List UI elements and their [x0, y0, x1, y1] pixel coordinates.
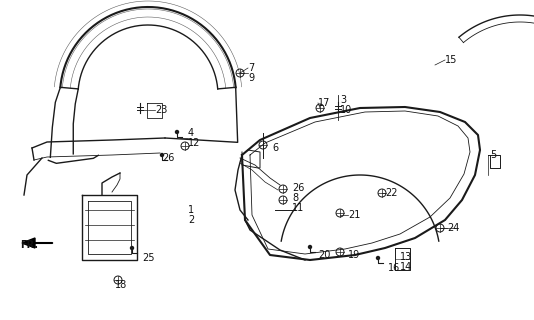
- Circle shape: [130, 246, 134, 250]
- Text: 17: 17: [318, 98, 331, 108]
- Circle shape: [161, 154, 163, 156]
- Text: 12: 12: [188, 138, 200, 148]
- Text: 26: 26: [162, 153, 175, 163]
- Text: 26: 26: [292, 183, 304, 193]
- Text: 18: 18: [115, 280, 127, 290]
- Text: 9: 9: [248, 73, 254, 83]
- Text: 2: 2: [188, 215, 194, 225]
- Text: 13: 13: [400, 252, 412, 262]
- Text: 15: 15: [445, 55, 458, 65]
- Text: 4: 4: [188, 128, 194, 138]
- Text: 8: 8: [292, 193, 298, 203]
- Text: 6: 6: [272, 143, 278, 153]
- Circle shape: [376, 257, 380, 260]
- Circle shape: [176, 131, 178, 133]
- Text: 16: 16: [388, 263, 400, 273]
- Text: 25: 25: [142, 253, 154, 263]
- Text: 1: 1: [188, 205, 194, 215]
- Polygon shape: [22, 238, 35, 248]
- Text: 7: 7: [248, 63, 254, 73]
- Text: 10: 10: [340, 105, 352, 115]
- Text: 20: 20: [318, 250, 331, 260]
- Circle shape: [309, 245, 311, 249]
- Text: 22: 22: [385, 188, 397, 198]
- Text: 5: 5: [490, 150, 496, 160]
- Text: 24: 24: [447, 223, 459, 233]
- Text: 19: 19: [348, 250, 360, 260]
- Text: 23: 23: [155, 105, 167, 115]
- Text: 21: 21: [348, 210, 360, 220]
- Text: 3: 3: [340, 95, 346, 105]
- Text: 14: 14: [400, 262, 412, 272]
- Text: 11: 11: [292, 203, 304, 213]
- Text: FR.: FR.: [20, 240, 38, 250]
